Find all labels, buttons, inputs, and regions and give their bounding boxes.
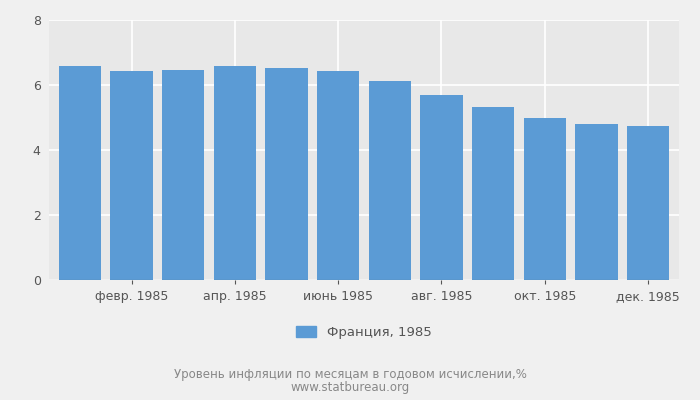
Bar (317, 71, 359, 280)
Bar (369, 81, 411, 280)
Bar (214, 66, 256, 280)
Bar (626, 126, 669, 280)
Legend: Франция, 1985: Франция, 1985 (297, 326, 431, 339)
Bar (524, 118, 566, 280)
Text: www.statbureau.org: www.statbureau.org (290, 381, 410, 394)
Bar (265, 68, 308, 280)
Bar (111, 71, 153, 280)
Bar (575, 124, 617, 280)
Bar (420, 95, 463, 280)
Bar (59, 66, 102, 280)
Bar (162, 70, 204, 280)
Text: Уровень инфляции по месяцам в годовом исчислении,%: Уровень инфляции по месяцам в годовом ис… (174, 368, 526, 381)
Bar (472, 107, 514, 280)
